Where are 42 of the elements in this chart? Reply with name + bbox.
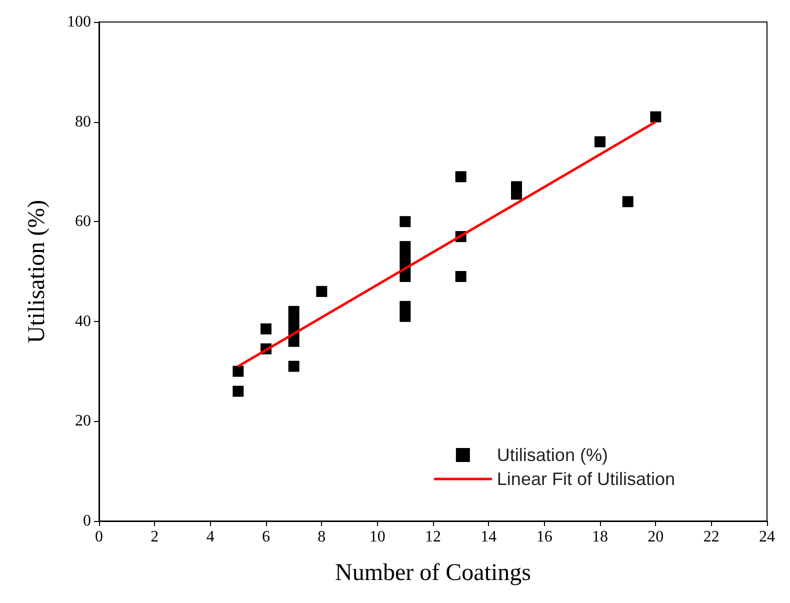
x-axis-title: Number of Coatings <box>335 560 531 586</box>
point <box>400 216 411 228</box>
legend-label: Utilisation (%) <box>496 445 608 465</box>
x-tick-label: 14 <box>480 528 497 546</box>
y-axis-title: Utilisation (%) <box>24 200 50 344</box>
point <box>288 306 300 317</box>
y-tick-label: 20 <box>75 412 91 430</box>
point <box>594 136 606 148</box>
x-tick-label: 22 <box>703 528 720 546</box>
x-tick-label: 4 <box>206 528 214 546</box>
x-tick-label: 6 <box>262 528 270 546</box>
x-tick-label: 16 <box>536 528 552 546</box>
point <box>650 111 662 122</box>
x-tick-label: 24 <box>759 528 775 546</box>
point <box>455 270 466 282</box>
point <box>400 251 411 262</box>
point <box>232 366 244 377</box>
point <box>400 270 411 282</box>
x-tick-label: 10 <box>369 528 386 546</box>
point <box>288 336 300 347</box>
point <box>400 300 411 312</box>
x-tick-label: 20 <box>648 528 664 546</box>
point <box>260 323 272 334</box>
point <box>316 286 328 297</box>
point <box>455 171 466 182</box>
x-tick-label: 12 <box>425 528 441 546</box>
point <box>400 241 411 252</box>
y-tick-label: 0 <box>83 512 91 530</box>
x-tick-label: 18 <box>592 528 608 546</box>
x-tick-label: 8 <box>318 528 326 546</box>
y-tick-label: 60 <box>75 213 91 230</box>
point <box>232 386 244 397</box>
legend-label: Linear Fit of Utilisation <box>496 469 676 489</box>
point <box>288 360 300 372</box>
y-tick-label: 40 <box>75 312 91 330</box>
x-tick-label: 2 <box>150 528 159 546</box>
y-tick-label: 100 <box>67 14 91 30</box>
y-tick-label: 80 <box>75 113 91 130</box>
x-tick-label: 0 <box>95 528 103 546</box>
point <box>400 310 411 322</box>
point <box>288 316 300 327</box>
point <box>622 196 634 208</box>
